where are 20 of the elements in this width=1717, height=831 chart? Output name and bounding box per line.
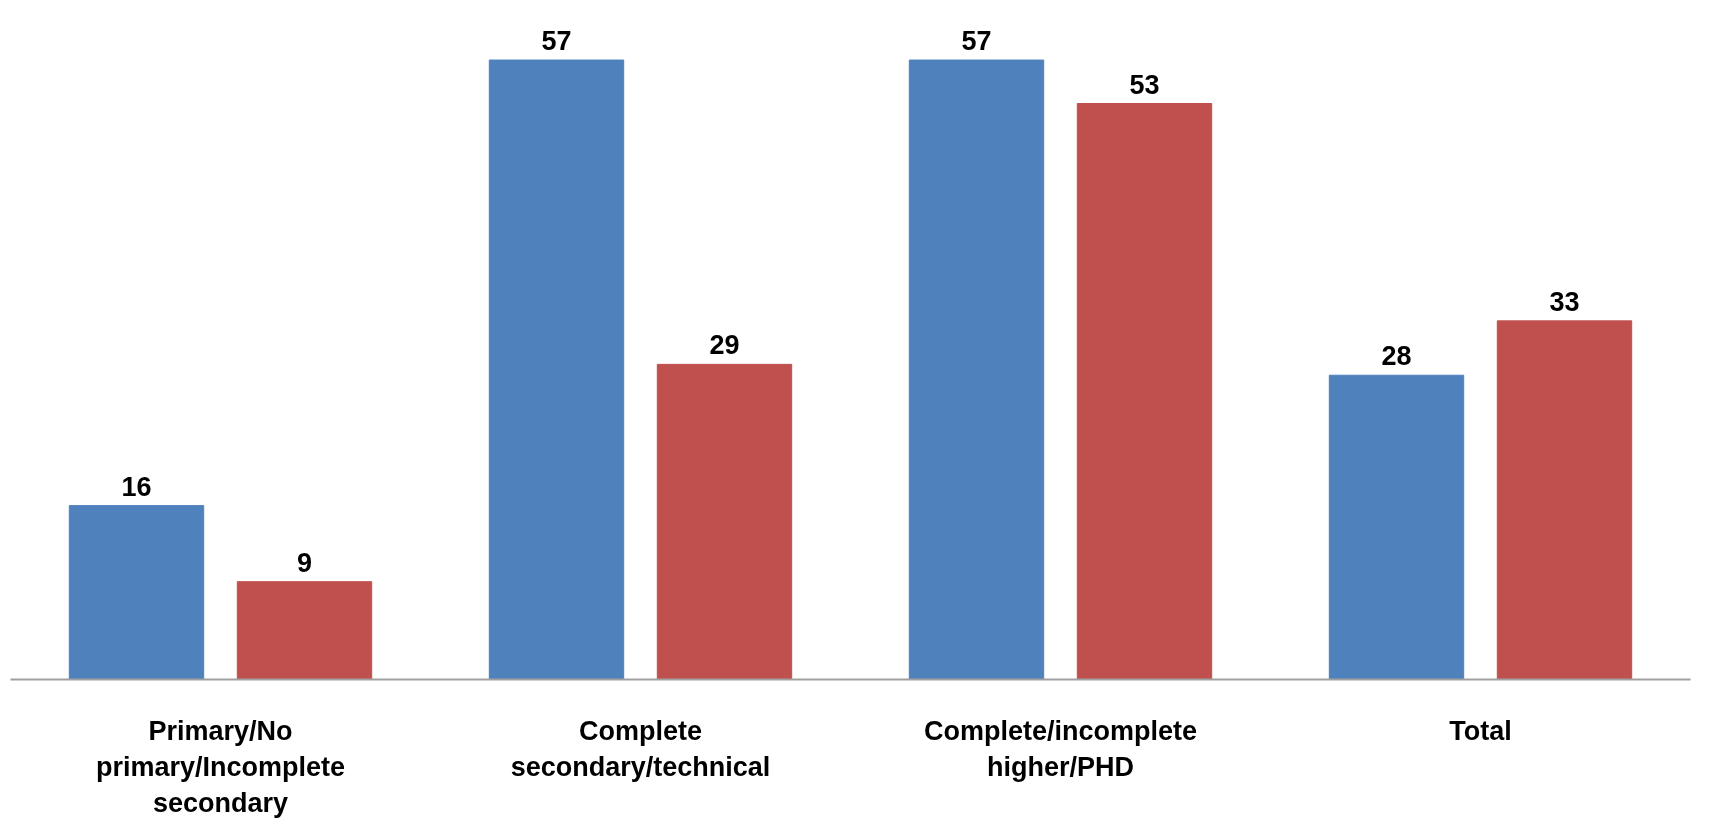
bar [656, 363, 793, 680]
data-label: 9 [296, 547, 313, 578]
bar [908, 59, 1045, 680]
x-tick-label: Total [1449, 715, 1512, 746]
data-label: 28 [1381, 341, 1412, 372]
x-tick-label: Primary/No primary/Incomplete secondary [95, 715, 346, 818]
bar [68, 505, 205, 680]
bar [236, 581, 373, 680]
data-label: 57 [541, 26, 572, 57]
data-label: 29 [709, 330, 740, 361]
data-label: 33 [1549, 286, 1580, 317]
x-tick-label: Complete/incomplete higher/PHD [923, 715, 1198, 782]
bar [1328, 374, 1465, 680]
bar [488, 59, 625, 680]
data-label: 16 [121, 471, 152, 502]
data-label: 57 [961, 26, 992, 57]
bar [1076, 103, 1213, 680]
bar [1496, 320, 1633, 680]
x-tick-label: Complete secondary/technical [510, 715, 771, 782]
data-label: 53 [1129, 69, 1160, 100]
